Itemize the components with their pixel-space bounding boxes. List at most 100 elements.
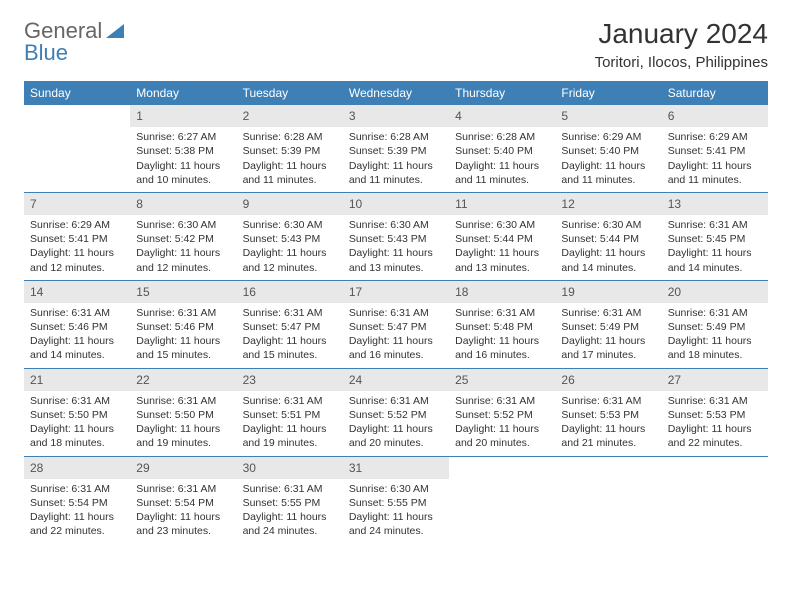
weekday-header: Tuesday — [237, 81, 343, 105]
calendar-cell: 17Sunrise: 6:31 AMSunset: 5:47 PMDayligh… — [343, 280, 449, 368]
day-number: 28 — [24, 457, 130, 479]
day-line: Sunset: 5:51 PM — [243, 408, 337, 422]
day-line: Sunrise: 6:31 AM — [349, 306, 443, 320]
day-line: Daylight: 11 hours — [668, 334, 762, 348]
day-body: Sunrise: 6:30 AMSunset: 5:55 PMDaylight:… — [343, 479, 449, 544]
day-line: Sunrise: 6:29 AM — [30, 218, 124, 232]
calendar-cell — [662, 456, 768, 543]
day-line: and 16 minutes. — [455, 348, 549, 362]
day-line: and 18 minutes. — [30, 436, 124, 450]
day-body: Sunrise: 6:30 AMSunset: 5:44 PMDaylight:… — [555, 215, 661, 280]
day-line: Daylight: 11 hours — [349, 159, 443, 173]
day-line: Sunset: 5:54 PM — [30, 496, 124, 510]
day-body: Sunrise: 6:30 AMSunset: 5:44 PMDaylight:… — [449, 215, 555, 280]
day-number: 8 — [130, 193, 236, 215]
day-line: Sunrise: 6:30 AM — [243, 218, 337, 232]
day-line: Sunset: 5:39 PM — [243, 144, 337, 158]
day-line: and 13 minutes. — [455, 261, 549, 275]
day-line: and 11 minutes. — [243, 173, 337, 187]
day-body: Sunrise: 6:31 AMSunset: 5:47 PMDaylight:… — [237, 303, 343, 368]
day-line: Daylight: 11 hours — [349, 334, 443, 348]
calendar-cell: 11Sunrise: 6:30 AMSunset: 5:44 PMDayligh… — [449, 192, 555, 280]
title-block: January 2024 Toritori, Ilocos, Philippin… — [595, 18, 768, 71]
day-line: Sunrise: 6:31 AM — [349, 394, 443, 408]
day-line: and 24 minutes. — [349, 524, 443, 538]
day-line: and 22 minutes. — [668, 436, 762, 450]
day-line: Sunset: 5:41 PM — [30, 232, 124, 246]
calendar-cell: 30Sunrise: 6:31 AMSunset: 5:55 PMDayligh… — [237, 456, 343, 543]
day-line: Daylight: 11 hours — [561, 246, 655, 260]
day-line: Sunset: 5:52 PM — [455, 408, 549, 422]
day-line: Daylight: 11 hours — [30, 422, 124, 436]
calendar-cell — [24, 105, 130, 192]
day-number: 14 — [24, 281, 130, 303]
calendar-cell — [555, 456, 661, 543]
day-body: Sunrise: 6:27 AMSunset: 5:38 PMDaylight:… — [130, 127, 236, 192]
day-body: Sunrise: 6:30 AMSunset: 5:43 PMDaylight:… — [343, 215, 449, 280]
day-line: Daylight: 11 hours — [30, 246, 124, 260]
day-line: Daylight: 11 hours — [243, 334, 337, 348]
day-line: Sunrise: 6:31 AM — [30, 482, 124, 496]
day-line: and 11 minutes. — [455, 173, 549, 187]
day-number: 9 — [237, 193, 343, 215]
day-line: Daylight: 11 hours — [243, 510, 337, 524]
day-body — [24, 111, 130, 119]
day-line: Sunrise: 6:30 AM — [349, 218, 443, 232]
brand-blue: Blue — [24, 40, 68, 66]
day-line: Sunset: 5:52 PM — [349, 408, 443, 422]
day-body: Sunrise: 6:31 AMSunset: 5:51 PMDaylight:… — [237, 391, 343, 456]
day-number: 30 — [237, 457, 343, 479]
day-body: Sunrise: 6:31 AMSunset: 5:49 PMDaylight:… — [662, 303, 768, 368]
day-line: Sunset: 5:55 PM — [243, 496, 337, 510]
day-number: 26 — [555, 369, 661, 391]
day-number: 21 — [24, 369, 130, 391]
calendar-cell: 21Sunrise: 6:31 AMSunset: 5:50 PMDayligh… — [24, 368, 130, 456]
day-body: Sunrise: 6:28 AMSunset: 5:40 PMDaylight:… — [449, 127, 555, 192]
calendar-cell: 9Sunrise: 6:30 AMSunset: 5:43 PMDaylight… — [237, 192, 343, 280]
day-line: Sunrise: 6:31 AM — [136, 482, 230, 496]
day-line: Sunrise: 6:31 AM — [243, 394, 337, 408]
calendar-cell: 15Sunrise: 6:31 AMSunset: 5:46 PMDayligh… — [130, 280, 236, 368]
day-body: Sunrise: 6:28 AMSunset: 5:39 PMDaylight:… — [237, 127, 343, 192]
day-line: and 23 minutes. — [136, 524, 230, 538]
day-line: Sunrise: 6:30 AM — [455, 218, 549, 232]
day-line: Daylight: 11 hours — [243, 159, 337, 173]
day-line: Sunrise: 6:31 AM — [561, 394, 655, 408]
day-line: and 12 minutes. — [243, 261, 337, 275]
day-line: Daylight: 11 hours — [349, 246, 443, 260]
day-line: and 18 minutes. — [668, 348, 762, 362]
day-body — [555, 463, 661, 471]
calendar-cell: 18Sunrise: 6:31 AMSunset: 5:48 PMDayligh… — [449, 280, 555, 368]
day-number: 11 — [449, 193, 555, 215]
day-body: Sunrise: 6:31 AMSunset: 5:52 PMDaylight:… — [449, 391, 555, 456]
calendar-cell: 14Sunrise: 6:31 AMSunset: 5:46 PMDayligh… — [24, 280, 130, 368]
day-line: Daylight: 11 hours — [30, 334, 124, 348]
day-line: Daylight: 11 hours — [349, 510, 443, 524]
day-line: Daylight: 11 hours — [561, 334, 655, 348]
day-line: Sunrise: 6:30 AM — [136, 218, 230, 232]
weekday-header: Sunday — [24, 81, 130, 105]
calendar-row: 28Sunrise: 6:31 AMSunset: 5:54 PMDayligh… — [24, 456, 768, 543]
day-line: Sunset: 5:43 PM — [349, 232, 443, 246]
day-line: Sunset: 5:49 PM — [561, 320, 655, 334]
calendar-row: 21Sunrise: 6:31 AMSunset: 5:50 PMDayligh… — [24, 368, 768, 456]
day-line: and 15 minutes. — [136, 348, 230, 362]
calendar-cell: 13Sunrise: 6:31 AMSunset: 5:45 PMDayligh… — [662, 192, 768, 280]
day-line: Sunset: 5:41 PM — [668, 144, 762, 158]
calendar-body: 1Sunrise: 6:27 AMSunset: 5:38 PMDaylight… — [24, 105, 768, 543]
calendar-cell: 16Sunrise: 6:31 AMSunset: 5:47 PMDayligh… — [237, 280, 343, 368]
day-body: Sunrise: 6:29 AMSunset: 5:41 PMDaylight:… — [662, 127, 768, 192]
calendar-cell: 2Sunrise: 6:28 AMSunset: 5:39 PMDaylight… — [237, 105, 343, 192]
day-line: Sunrise: 6:31 AM — [243, 306, 337, 320]
day-body: Sunrise: 6:31 AMSunset: 5:50 PMDaylight:… — [130, 391, 236, 456]
day-body — [662, 463, 768, 471]
day-number: 15 — [130, 281, 236, 303]
day-number: 19 — [555, 281, 661, 303]
day-line: and 17 minutes. — [561, 348, 655, 362]
day-line: Daylight: 11 hours — [349, 422, 443, 436]
day-body: Sunrise: 6:30 AMSunset: 5:43 PMDaylight:… — [237, 215, 343, 280]
day-line: Sunrise: 6:31 AM — [668, 394, 762, 408]
day-line: Daylight: 11 hours — [668, 246, 762, 260]
day-line: and 15 minutes. — [243, 348, 337, 362]
calendar-cell: 28Sunrise: 6:31 AMSunset: 5:54 PMDayligh… — [24, 456, 130, 543]
